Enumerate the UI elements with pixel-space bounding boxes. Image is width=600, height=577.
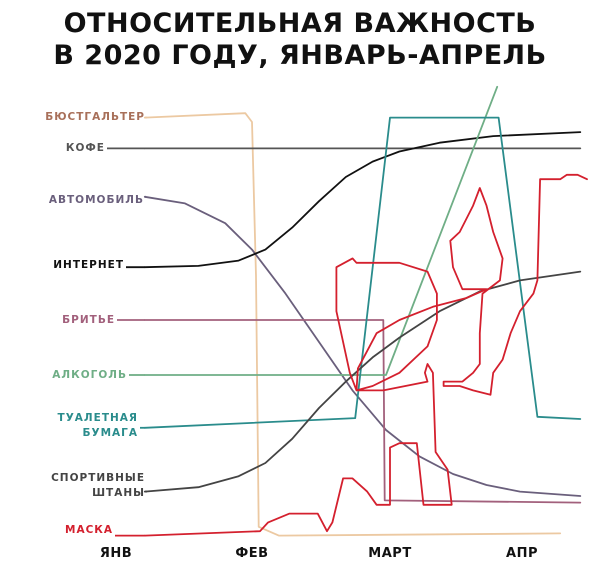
series-line-toilet-paper (143, 116, 582, 429)
x-tick-mar: МАРТ (368, 546, 412, 561)
x-tick-apr: АПР (506, 546, 538, 561)
x-tick-feb: ФЕВ (235, 546, 269, 561)
label-alcohol: АЛКОГОЛЬ (52, 369, 127, 381)
label-toilet-paper: ТУАЛЕТНАЯ БУМАГА (58, 411, 138, 441)
label-coffee: КОФЕ (65, 142, 105, 154)
chart-title-line-2: В 2020 ГОДУ, ЯНВАРЬ-АПРЕЛЬ (53, 40, 547, 71)
series-line-internet (143, 131, 582, 269)
label-mask: МАСКА (65, 524, 113, 536)
label-car: АВТОМОБИЛЬ (48, 194, 144, 206)
series-line-sweatpants (143, 270, 582, 493)
series-line-car (143, 195, 582, 497)
label-toilet-paper-line-1: ТУАЛЕТНАЯ (57, 412, 138, 424)
series-line-alcohol (143, 85, 499, 376)
x-tick-jan: ЯНВ (99, 546, 133, 561)
label-shaving: БРИТЬЕ (62, 314, 115, 326)
series-line-mask (143, 173, 588, 537)
label-bra: БЮСТГАЛЬТЕР (45, 111, 145, 123)
chart-title-line-1: ОТНОСИТЕЛЬНАЯ ВАЖНОСТЬ (63, 8, 537, 39)
label-sweatpants-line-2: ШТАНЫ (92, 487, 145, 499)
label-toilet-paper-line-2: БУМАГА (82, 427, 138, 439)
label-sweatpants: СПОРТИВНЫЕ ШТАНЫ (51, 471, 145, 501)
label-sweatpants-line-1: СПОРТИВНЫЕ (51, 472, 145, 484)
series-line-bra (143, 112, 562, 537)
series-line-shaving (143, 319, 582, 504)
label-internet: ИНТЕРНЕТ (53, 259, 124, 271)
